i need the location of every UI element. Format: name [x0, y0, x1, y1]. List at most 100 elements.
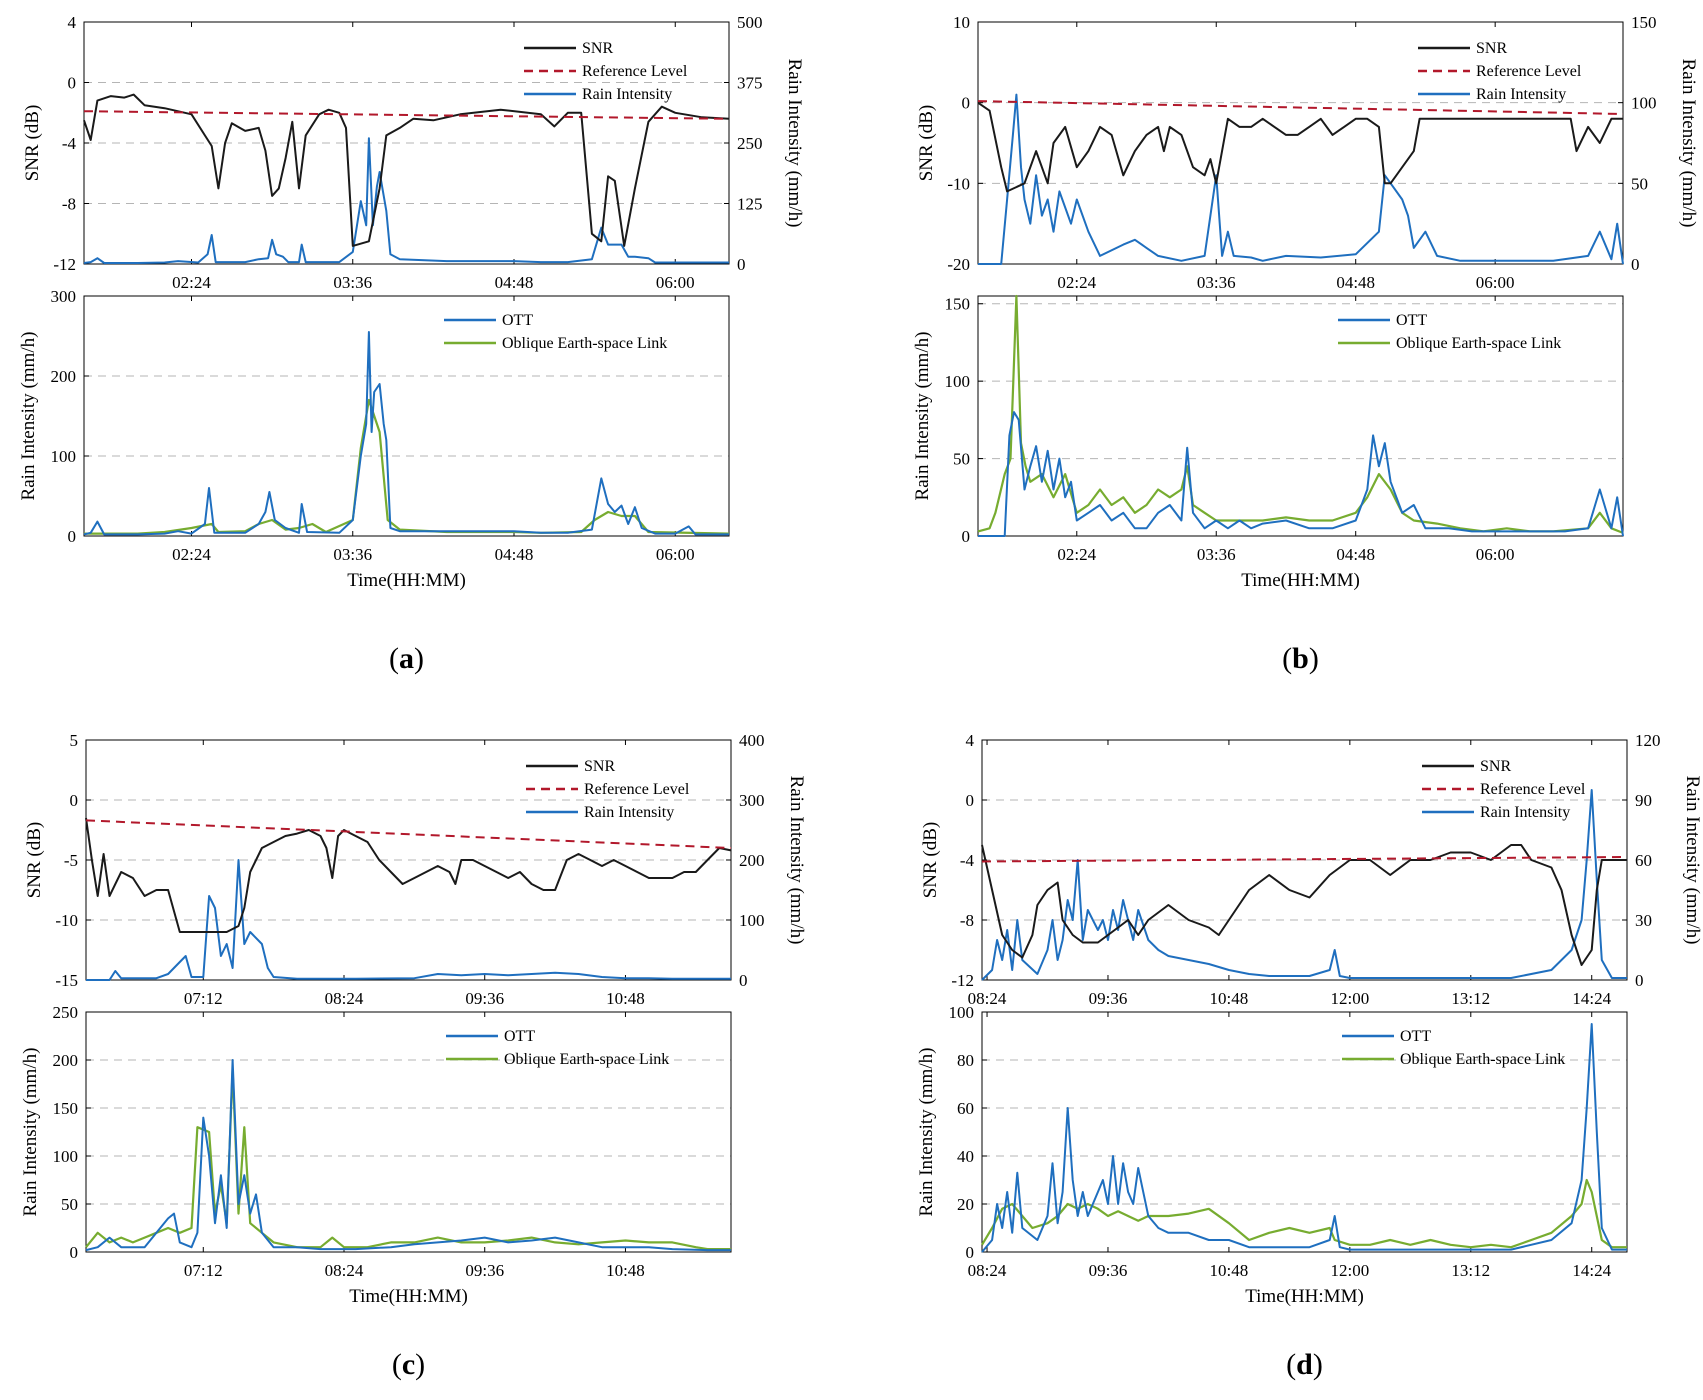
legend-label-ott: OTT: [1400, 1028, 1431, 1045]
x-tick-label: 07:12: [184, 1261, 223, 1280]
series-oblique-link: [85, 1068, 731, 1251]
x-axis-label-time: Time(HH:MM): [1245, 1286, 1364, 1307]
legend-label-link: Oblique Earth-space Link: [1396, 335, 1561, 352]
y-tick-label: 0: [68, 74, 77, 93]
series-reference-level: [85, 819, 732, 849]
y2-tick-label: 150: [1631, 13, 1657, 32]
x-tick-label: 02:24: [172, 545, 211, 564]
y-tick-label: -10: [947, 174, 970, 193]
x-tick-label: 08:24: [968, 989, 1007, 1008]
panel-label: (b): [1282, 642, 1319, 675]
y2-axis-label-rain: Rain Intensity (mm/h): [784, 59, 805, 228]
y2-tick-label: 120: [1635, 731, 1661, 750]
x-tick-label: 03:36: [333, 545, 372, 564]
x-tick-label: 06:00: [1476, 545, 1515, 564]
series-snr: [83, 93, 730, 247]
y-tick-label: 200: [51, 367, 77, 386]
y2-tick-label: 100: [739, 911, 765, 930]
panel-label: (a): [389, 642, 424, 675]
x-tick-label: 06:00: [1476, 273, 1515, 292]
y-tick-label: 4: [966, 731, 975, 750]
y-tick-label: -4: [960, 851, 975, 870]
x-tick-label: 09:36: [1089, 1261, 1128, 1280]
series-snr: [85, 817, 732, 933]
legend-label-rain: Rain Intensity: [1480, 804, 1570, 821]
y-tick-label: 100: [949, 1003, 975, 1022]
y2-tick-label: 30: [1635, 911, 1652, 930]
y-tick-label: -8: [62, 195, 76, 214]
legend-label-rain: Rain Intensity: [582, 86, 672, 103]
series-snr: [981, 844, 1627, 966]
y2-tick-label: 90: [1635, 791, 1652, 810]
y-tick-label: 0: [962, 94, 971, 113]
bottom-axes-frame: [85, 1011, 732, 1253]
x-axis-label-time: Time(HH:MM): [349, 1286, 468, 1307]
y2-tick-label: 300: [739, 791, 765, 810]
x-tick-label: 10:48: [1210, 989, 1249, 1008]
series-reference-level: [977, 100, 1624, 115]
y2-tick-label: 375: [737, 74, 763, 93]
y-axis-label-snr: SNR (dB): [920, 822, 941, 899]
y-axis-label-rain: Rain Intensity (mm/h): [20, 1048, 41, 1217]
y-tick-label: -8: [960, 911, 974, 930]
y-tick-label: 5: [70, 731, 79, 750]
y-tick-label: -12: [951, 971, 974, 990]
bottom-axes-frame: [83, 295, 730, 537]
series-rain-intensity: [86, 859, 731, 981]
y2-tick-label: 0: [1631, 255, 1640, 274]
y-axis-label-rain: Rain Intensity (mm/h): [916, 1048, 937, 1217]
bottom-axes-frame: [977, 295, 1624, 537]
top-axes-frame: [977, 21, 1624, 265]
y-tick-label: 150: [945, 295, 971, 314]
legend-label-snr: SNR: [1480, 758, 1511, 775]
y-tick-label: 60: [957, 1099, 974, 1118]
legend-label-ref: Reference Level: [1476, 63, 1582, 80]
y2-tick-label: 400: [739, 731, 765, 750]
legend-label-ref: Reference Level: [584, 781, 690, 798]
x-tick-label: 06:00: [656, 273, 695, 292]
x-tick-label: 03:36: [1197, 273, 1236, 292]
y2-tick-label: 125: [737, 195, 763, 214]
y-tick-label: 4: [68, 13, 77, 32]
x-tick-label: 08:24: [325, 1261, 364, 1280]
y-tick-label: 0: [962, 527, 971, 546]
legend-label-link: Oblique Earth-space Link: [502, 335, 667, 352]
y-tick-label: 50: [61, 1195, 78, 1214]
series-reference-level: [83, 110, 730, 120]
series-ott: [85, 1059, 731, 1252]
y-tick-label: 150: [53, 1099, 79, 1118]
legend-label-ref: Reference Level: [582, 63, 688, 80]
legend-label-rain: Rain Intensity: [1476, 86, 1566, 103]
legend-label-ott: OTT: [502, 312, 533, 329]
legend-label-snr: SNR: [584, 758, 615, 775]
x-tick-label: 08:24: [968, 1261, 1007, 1280]
y-axis-label-snr: SNR (dB): [22, 105, 43, 182]
bottom-axes-frame: [981, 1011, 1628, 1253]
y-tick-label: -15: [55, 971, 78, 990]
y-tick-label: -20: [947, 255, 970, 274]
legend-label-ott: OTT: [504, 1028, 535, 1045]
y-axis-label-rain: Rain Intensity (mm/h): [912, 332, 933, 501]
x-axis-label-time: Time(HH:MM): [347, 570, 466, 591]
x-tick-label: 04:48: [495, 273, 534, 292]
y-tick-label: 0: [70, 791, 79, 810]
series-oblique-link: [84, 398, 730, 535]
y2-tick-label: 250: [737, 134, 763, 153]
y-tick-label: -10: [55, 911, 78, 930]
y2-tick-label: 0: [737, 255, 746, 274]
x-tick-label: 06:00: [656, 545, 695, 564]
x-tick-label: 03:36: [333, 273, 372, 292]
y-tick-label: 0: [68, 527, 77, 546]
panel-label: (d): [1286, 1348, 1323, 1381]
x-tick-label: 10:48: [606, 989, 645, 1008]
y2-tick-label: 0: [739, 971, 748, 990]
series-rain-intensity: [981, 789, 1627, 981]
series-oblique-link: [977, 294, 1624, 534]
y-tick-label: 10: [953, 13, 970, 32]
y2-tick-label: 500: [737, 13, 763, 32]
legend-label-ott: OTT: [1396, 312, 1427, 329]
series-ott: [981, 1023, 1627, 1253]
x-tick-label: 14:24: [1572, 1261, 1611, 1280]
x-tick-label: 08:24: [325, 989, 364, 1008]
